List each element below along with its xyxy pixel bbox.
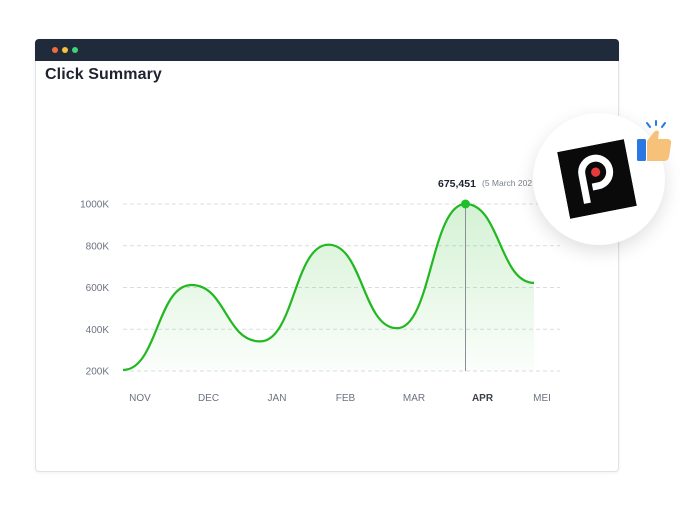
chart-title: Click Summary <box>45 66 162 83</box>
y-tick-label: 800K <box>86 241 110 252</box>
y-tick-label: 400K <box>86 325 110 336</box>
x-tick-label: JAN <box>268 393 287 404</box>
x-tick-label: DEC <box>198 393 219 404</box>
window-minimize-dot[interactable] <box>62 47 68 53</box>
y-tick-label: 600K <box>86 283 110 294</box>
series-area <box>123 204 534 371</box>
highlight-point[interactable] <box>461 199 470 209</box>
y-tick-label: 200K <box>86 367 110 378</box>
thumbs-up-icon <box>637 120 672 161</box>
x-tick-label: MEI <box>533 393 551 404</box>
p-logo-icon <box>557 139 637 219</box>
window-titlebar <box>35 39 619 61</box>
window-close-dot[interactable] <box>52 47 58 53</box>
x-tick-label: NOV <box>129 393 151 404</box>
tooltip-date: (5 March 202 <box>482 178 532 188</box>
browser-window <box>35 39 619 472</box>
x-tick-label: MAR <box>403 393 425 404</box>
y-tick-label: 1000K <box>80 200 109 211</box>
x-tick-label: APR <box>472 393 494 404</box>
window-maximize-dot[interactable] <box>72 47 78 53</box>
tooltip-value: 675,451 <box>438 178 476 190</box>
x-tick-label: FEB <box>336 393 356 404</box>
